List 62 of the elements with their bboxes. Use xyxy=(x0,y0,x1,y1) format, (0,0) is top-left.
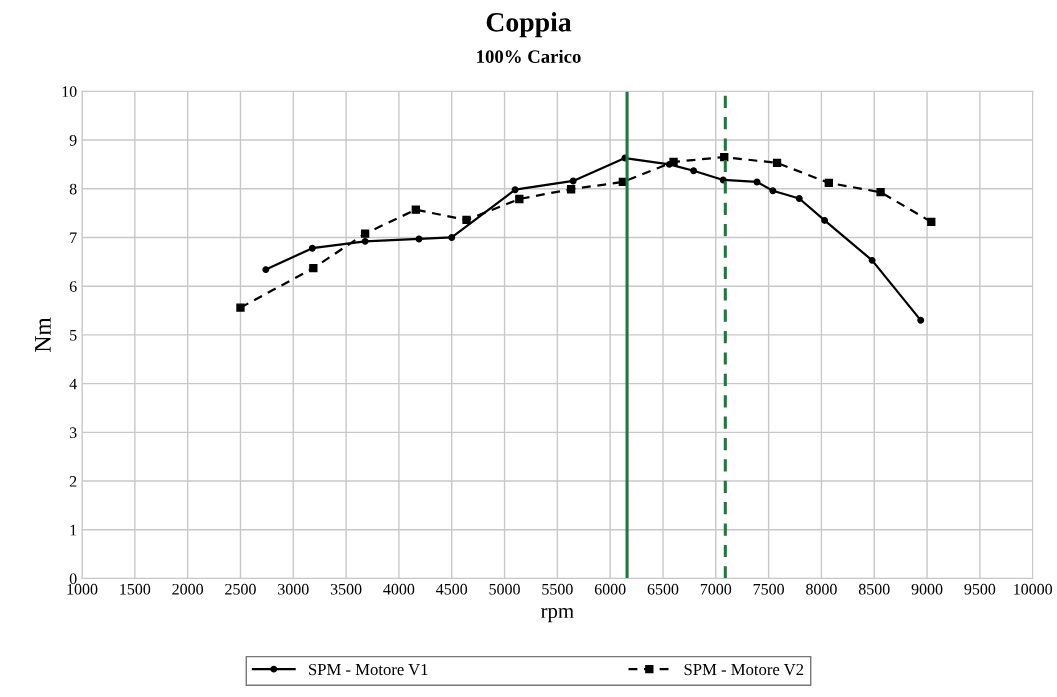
point xyxy=(690,167,698,175)
y-tick-label: 0 xyxy=(69,573,77,585)
x-tick-label: 1000 xyxy=(67,583,98,595)
y-tick-label: 6 xyxy=(69,281,77,292)
point xyxy=(411,205,420,214)
point xyxy=(868,256,876,264)
point xyxy=(669,157,678,167)
point xyxy=(927,217,936,227)
x-tick-label: 2500 xyxy=(225,583,256,595)
x-tick-label: 6500 xyxy=(647,583,679,595)
x-tick-label: 1500 xyxy=(120,583,151,595)
point xyxy=(569,177,577,185)
chart-title: Coppia xyxy=(486,12,572,38)
point xyxy=(566,185,576,194)
y-tick-label: 9 xyxy=(69,134,77,146)
y-tick-label: 7 xyxy=(70,232,77,244)
y-tick-label: 1 xyxy=(70,524,77,536)
point xyxy=(720,152,729,162)
legend-label: SPM - Motore V2 xyxy=(684,663,804,676)
x-tick-label: 9000 xyxy=(911,583,943,595)
y-axis-title: Nm xyxy=(35,317,51,352)
y-tick-label: 4 xyxy=(69,378,77,390)
point xyxy=(361,237,369,245)
y-tick-label: 8 xyxy=(69,183,77,195)
legend-label: SPM - Motore V1 xyxy=(309,663,428,676)
point xyxy=(772,158,782,168)
y-tick-label: 3 xyxy=(69,427,77,439)
point xyxy=(917,316,925,324)
point xyxy=(309,263,318,273)
point xyxy=(769,187,777,195)
x-tick-label: 7500 xyxy=(753,583,784,595)
x-tick-label: 5000 xyxy=(489,583,520,595)
point xyxy=(236,303,245,312)
chart-subtitle: 100% Carico xyxy=(477,49,581,63)
point xyxy=(821,216,829,224)
point xyxy=(795,195,803,202)
x-tick-label: 4000 xyxy=(383,583,415,595)
x-tick-label: 3000 xyxy=(278,583,309,595)
x-tick-label: 8500 xyxy=(858,583,890,595)
point xyxy=(448,233,456,241)
x-tick-label: 3500 xyxy=(330,583,362,595)
x-tick-label: 5500 xyxy=(542,583,573,595)
point xyxy=(360,229,370,238)
y-tick-label: 10 xyxy=(62,86,77,98)
point xyxy=(515,194,524,204)
point xyxy=(262,266,270,274)
point xyxy=(824,178,833,188)
x-tick-label: 9500 xyxy=(964,583,996,595)
x-tick-label: 7000 xyxy=(700,583,732,595)
point xyxy=(415,235,423,243)
x-tick-label: 10000 xyxy=(1014,583,1053,595)
x-tick-label: 8000 xyxy=(806,583,837,595)
point xyxy=(876,187,885,197)
x-tick-label: 6000 xyxy=(594,583,626,595)
y-tick-label: 2 xyxy=(69,476,77,487)
y-tick-label: 5 xyxy=(70,329,77,341)
x-tick-label: 2000 xyxy=(172,583,204,595)
x-tick-label: 4500 xyxy=(436,583,468,595)
x-axis-title: rpm xyxy=(540,608,574,623)
point xyxy=(308,244,316,252)
point xyxy=(511,186,519,194)
point xyxy=(462,215,471,225)
